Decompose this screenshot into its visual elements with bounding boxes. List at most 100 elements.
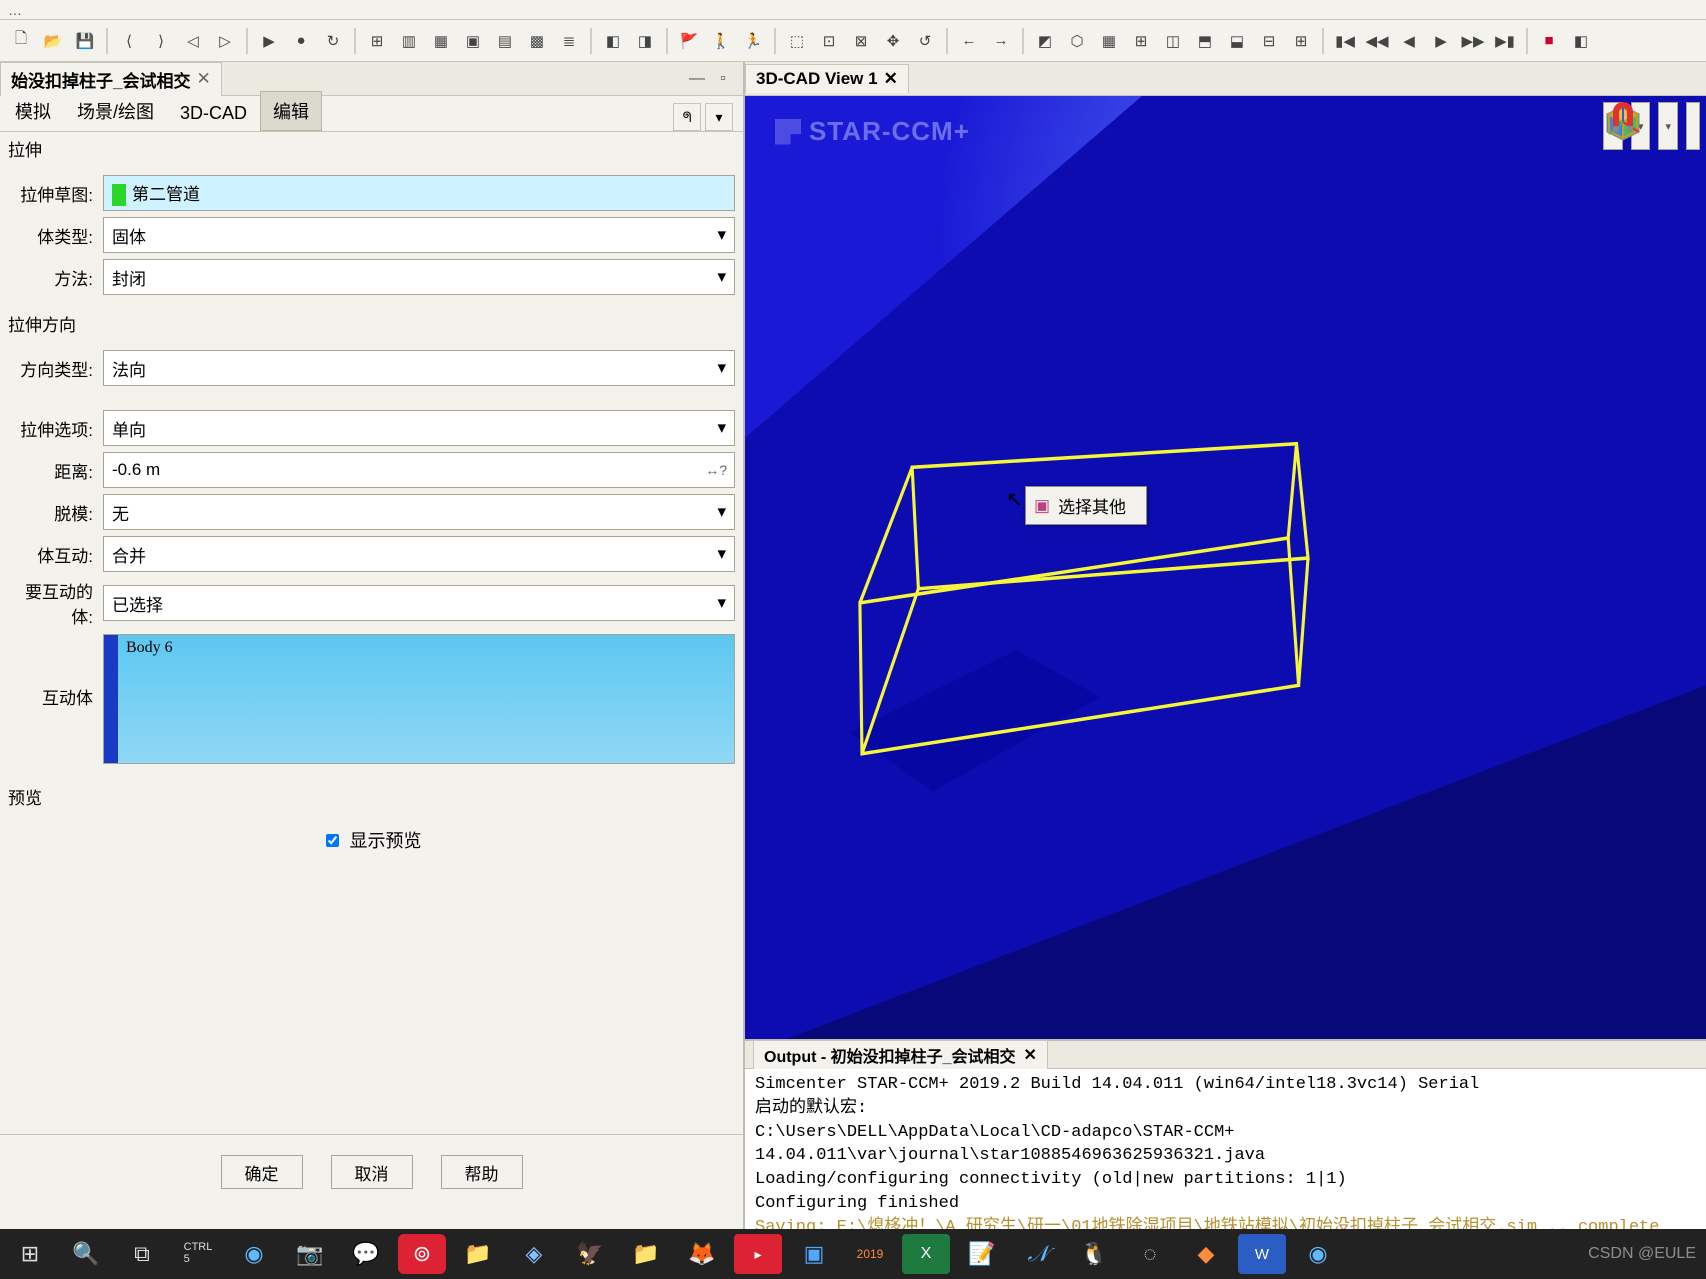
settings-icon[interactable]: ◌ <box>1126 1234 1174 1274</box>
netease-icon[interactable]: ⊚ <box>398 1234 446 1274</box>
vs-icon[interactable]: ▣ <box>790 1234 838 1274</box>
dirtype-select[interactable]: 法向 ▾ <box>103 350 735 386</box>
tb-pause-icon[interactable]: ● <box>286 26 316 56</box>
interact-select[interactable]: 合并 ▾ <box>103 536 735 572</box>
tb-vol-icon[interactable]: ▩ <box>522 26 552 56</box>
tb-grid-icon[interactable]: ⊞ <box>1126 26 1156 56</box>
tb-select-icon[interactable]: ⬚ <box>782 26 812 56</box>
wechat-icon[interactable]: 💬 <box>342 1234 390 1274</box>
qq-icon[interactable]: 🐧 <box>1070 1234 1118 1274</box>
word-icon[interactable]: W <box>1238 1234 1286 1274</box>
interacting-bodies-list[interactable]: Body 6 <box>103 634 735 764</box>
camera-icon[interactable]: 📷 <box>286 1234 334 1274</box>
ok-button[interactable]: 确定 <box>221 1155 303 1189</box>
tb-scene-icon[interactable]: ◧ <box>598 26 628 56</box>
tb-rotate-icon[interactable]: ↺ <box>910 26 940 56</box>
tb-pan-icon[interactable]: ✥ <box>878 26 908 56</box>
close-icon[interactable]: ✕ <box>884 69 898 89</box>
tb-part-icon[interactable]: ▣ <box>458 26 488 56</box>
tree-dropdown-icon[interactable]: ▾ <box>705 103 733 131</box>
tb-body-icon[interactable]: ▥ <box>394 26 424 56</box>
tree-collapse-icon[interactable]: ᖗ <box>673 103 701 131</box>
subtab-scene[interactable]: 场景/绘图 <box>64 91 167 131</box>
tb-play2-icon[interactable]: ◀ <box>1394 26 1424 56</box>
tb-view4-icon[interactable]: ⊟ <box>1254 26 1284 56</box>
n-icon[interactable]: 𝒩 <box>1014 1234 1062 1274</box>
tb-runner-icon[interactable]: 🏃 <box>738 26 768 56</box>
tb-region-icon[interactable]: ▦ <box>426 26 456 56</box>
tb-next-icon[interactable]: → <box>986 26 1016 56</box>
excel-icon[interactable]: X <box>902 1234 950 1274</box>
axis-control[interactable]: ▾ <box>1658 102 1678 150</box>
tb-ff-icon[interactable]: ▶▶ <box>1458 26 1488 56</box>
tb-plot-icon[interactable]: ◨ <box>630 26 660 56</box>
tb-view3-icon[interactable]: ⬓ <box>1222 26 1252 56</box>
subtab-simulate[interactable]: 模拟 <box>2 91 64 131</box>
tb-rev-icon[interactable]: ◀◀ <box>1362 26 1392 56</box>
preview-checkbox[interactable] <box>326 834 339 847</box>
search-icon[interactable]: 🔍 <box>62 1234 110 1274</box>
option-select[interactable]: 单向 ▾ <box>103 410 735 446</box>
tb-nav-back-icon[interactable]: ⟨ <box>114 26 144 56</box>
output-tab[interactable]: Output - 初始没扣掉柱子_会试相交 ✕ <box>753 1040 1048 1069</box>
tb-view5-icon[interactable]: ⊞ <box>1286 26 1316 56</box>
method-select[interactable]: 封闭 ▾ <box>103 259 735 295</box>
sketch-field[interactable]: 第二管道 <box>103 175 735 211</box>
firefox-icon[interactable]: 🦊 <box>678 1234 726 1274</box>
starccm-icon[interactable]: ◈ <box>510 1234 558 1274</box>
tb-nav-fwd-icon[interactable]: ⟩ <box>146 26 176 56</box>
dock-icon[interactable]: ▫ <box>713 70 733 88</box>
app3-icon[interactable]: ◆ <box>1182 1234 1230 1274</box>
tb-rec-icon[interactable]: ■ <box>1534 26 1564 56</box>
task-view-icon[interactable]: ⧉ <box>118 1234 166 1274</box>
tb-prev-icon[interactable]: ← <box>954 26 984 56</box>
tb-mesh-icon[interactable]: ⊞ <box>362 26 392 56</box>
tb-fit-icon[interactable]: ⊡ <box>814 26 844 56</box>
close-icon[interactable]: ✕ <box>1024 1045 1037 1065</box>
context-menu-item[interactable]: 选择其他 <box>1058 493 1126 518</box>
distance-input[interactable] <box>103 452 735 488</box>
tb-zoom-icon[interactable]: ⊠ <box>846 26 876 56</box>
pdf-icon[interactable]: ▸ <box>734 1234 782 1274</box>
tb-first-icon[interactable]: ▮◀ <box>1330 26 1360 56</box>
notepad-icon[interactable]: 📝 <box>958 1234 1006 1274</box>
app2-icon[interactable]: 🦅 <box>566 1234 614 1274</box>
context-menu[interactable]: ▣ 选择其他 <box>1025 486 1147 525</box>
cancel-button[interactable]: 取消 <box>331 1155 413 1189</box>
tb-view1-icon[interactable]: ◫ <box>1158 26 1188 56</box>
swap-direction-icon[interactable]: ↔? <box>705 462 727 478</box>
tb-run-icon[interactable]: ▶ <box>254 26 284 56</box>
tb-persp-icon[interactable]: ▦ <box>1094 26 1124 56</box>
explorer2-icon[interactable]: 📁 <box>622 1234 670 1274</box>
tb-new-icon[interactable]: 🗋 <box>6 26 36 56</box>
subtab-3dcad[interactable]: 3D-CAD <box>167 96 260 131</box>
help-button[interactable]: 帮助 <box>441 1155 523 1189</box>
minimize-icon[interactable]: — <box>687 70 707 88</box>
tb-layers-icon[interactable]: ≣ <box>554 26 584 56</box>
bodytype-select[interactable]: 固体 ▾ <box>103 217 735 253</box>
tb-stop-icon[interactable]: ◧ <box>1566 26 1596 56</box>
tb-step-icon[interactable]: ↻ <box>318 26 348 56</box>
tb-axo-icon[interactable]: ◩ <box>1030 26 1060 56</box>
magnet-control[interactable] <box>1686 102 1700 150</box>
3d-viewport[interactable]: STAR-CCM+ ▾ ▾ <box>745 96 1706 1039</box>
tb-open-icon[interactable]: 📂 <box>38 26 68 56</box>
year-icon[interactable]: 2019 <box>846 1234 894 1274</box>
start-icon[interactable]: ⊞ <box>6 1234 54 1274</box>
draft-select[interactable]: 无 ▾ <box>103 494 735 530</box>
list-item[interactable]: Body 6 <box>118 635 181 763</box>
tb-step-fwd-icon[interactable]: ▷ <box>210 26 240 56</box>
subtab-edit[interactable]: 编辑 <box>260 91 322 131</box>
ime-icon[interactable]: CTRL5 <box>174 1234 222 1274</box>
tb-step-back-icon[interactable]: ◁ <box>178 26 208 56</box>
tb-save-icon[interactable]: 💾 <box>70 26 100 56</box>
tb-last-icon[interactable]: ▶▮ <box>1490 26 1520 56</box>
explorer-icon[interactable]: 📁 <box>454 1234 502 1274</box>
app4-icon[interactable]: ◉ <box>1294 1234 1342 1274</box>
tb-walker-icon[interactable]: 🚶 <box>706 26 736 56</box>
cad-view-tab[interactable]: 3D-CAD View 1 ✕ <box>745 64 909 93</box>
close-icon[interactable]: ✕ <box>196 69 210 89</box>
tb-wire-icon[interactable]: ⬡ <box>1062 26 1092 56</box>
tb-view2-icon[interactable]: ⬒ <box>1190 26 1220 56</box>
app-icon[interactable]: ◉ <box>230 1234 278 1274</box>
